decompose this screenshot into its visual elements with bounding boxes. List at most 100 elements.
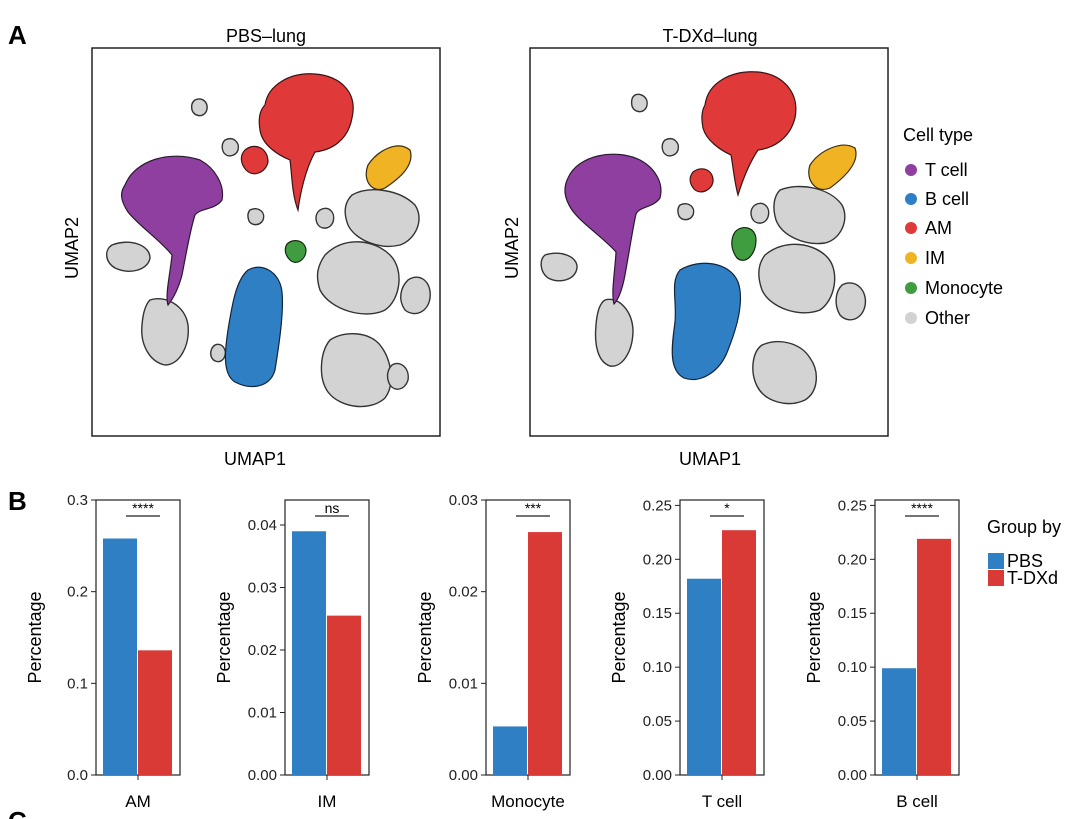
bar-chart-b-cell: 0.00 0.05 0.10 0.15 0.20 0.25 Percentage B cell… bbox=[804, 497, 960, 811]
legend-item-monocyte: Monocyte bbox=[905, 278, 1003, 298]
legend-item-am: AM bbox=[905, 218, 952, 238]
y-tick-label: 0.25 bbox=[838, 497, 867, 514]
y-tick-label: 0.01 bbox=[449, 675, 478, 692]
y-tick-label: 0.05 bbox=[643, 713, 672, 730]
legend-label: T cell bbox=[925, 160, 968, 180]
legend-label: B cell bbox=[925, 189, 969, 209]
y-axis-label: Percentage bbox=[415, 591, 435, 683]
legend-swatch bbox=[905, 222, 917, 234]
cluster-am bbox=[701, 71, 797, 198]
bar-pbs bbox=[687, 578, 721, 775]
y-axis-label: Percentage bbox=[25, 591, 45, 683]
bar-t-dxd bbox=[917, 538, 951, 775]
legend-label: Other bbox=[925, 308, 970, 328]
legend-label: PBS bbox=[1007, 551, 1043, 571]
y-tick-label: 0.00 bbox=[643, 767, 672, 784]
bar-t-dxd bbox=[722, 530, 756, 775]
legend-title: Cell type bbox=[903, 125, 973, 145]
y-tick-label: 0.0 bbox=[67, 767, 88, 784]
y-tick-label: 0.25 bbox=[643, 497, 672, 514]
bar-pbs bbox=[882, 668, 916, 775]
legend-swatch bbox=[905, 193, 917, 205]
panel-label-a: A bbox=[8, 20, 27, 50]
cluster-other bbox=[540, 93, 867, 405]
panel-label-c: C bbox=[8, 806, 27, 819]
y-tick-label: 0.15 bbox=[838, 605, 867, 622]
legend-item-tdxd: T-DXd bbox=[988, 568, 1058, 588]
y-tick-label: 0.00 bbox=[248, 767, 277, 784]
umap-plot-pbs: PBS–lung UMAP1 UMAP2 bbox=[62, 26, 441, 469]
cluster-im bbox=[365, 145, 412, 190]
bar-t-dxd bbox=[138, 650, 172, 775]
legend-label: AM bbox=[925, 218, 952, 238]
y-tick-label: 0.04 bbox=[248, 517, 277, 534]
y-tick-label: 0.05 bbox=[838, 713, 867, 730]
x-axis-label: IM bbox=[318, 792, 337, 811]
y-tick-label: 0.01 bbox=[248, 705, 277, 722]
group-legend: Group by PBS T-DXd bbox=[987, 517, 1061, 588]
legend-swatch bbox=[905, 282, 917, 294]
y-tick-label: 0.3 bbox=[67, 492, 88, 509]
legend-swatch bbox=[905, 312, 917, 324]
umap-y-label: UMAP2 bbox=[62, 217, 82, 279]
y-tick-label: 0.02 bbox=[449, 584, 478, 601]
cluster-t-cell bbox=[121, 155, 224, 307]
significance-label: * bbox=[724, 500, 730, 516]
y-tick-label: 0.2 bbox=[67, 584, 88, 601]
legend-item-other: Other bbox=[905, 308, 970, 328]
cluster-b-cell bbox=[224, 266, 284, 388]
cluster-other bbox=[106, 98, 431, 408]
umap-x-label: UMAP1 bbox=[679, 449, 741, 469]
y-tick-label: 0.03 bbox=[449, 492, 478, 509]
bar-chart-monocyte: 0.00 0.01 0.02 0.03 Percentage Monocyte *** bbox=[415, 492, 571, 811]
legend-swatch bbox=[988, 570, 1004, 586]
legend-item-pbs: PBS bbox=[988, 551, 1043, 571]
y-tick-label: 0.00 bbox=[838, 767, 867, 784]
bar-pbs bbox=[292, 531, 326, 775]
bar-chart-t-cell: 0.00 0.05 0.10 0.15 0.20 0.25 Percentage T cell… bbox=[609, 497, 765, 811]
bar-chart-im: 0.00 0.01 0.02 0.03 0.04 Percentage IM ns bbox=[214, 499, 370, 811]
y-tick-label: 0.20 bbox=[643, 551, 672, 568]
x-axis-label: AM bbox=[125, 792, 151, 811]
y-tick-label: 0.02 bbox=[248, 642, 277, 659]
x-axis-label: B cell bbox=[896, 792, 938, 811]
bar-pbs bbox=[493, 726, 527, 775]
cluster-am-2 bbox=[689, 168, 714, 193]
legend-swatch bbox=[988, 553, 1004, 569]
umap-y-label: UMAP2 bbox=[502, 217, 522, 279]
y-axis-label: Percentage bbox=[804, 591, 824, 683]
cluster-am bbox=[258, 73, 354, 213]
bar-pbs bbox=[103, 538, 137, 775]
cluster-monocyte bbox=[284, 240, 307, 263]
legend-swatch bbox=[905, 252, 917, 264]
significance-label: **** bbox=[911, 500, 933, 516]
bar-t-dxd bbox=[327, 615, 361, 775]
legend-item-im: IM bbox=[905, 248, 945, 268]
y-axis-label: Percentage bbox=[609, 591, 629, 683]
cluster-monocyte bbox=[731, 226, 757, 261]
bar-charts: 0.00.10.20.3PercentageAM****0.000.010.02… bbox=[25, 492, 960, 811]
y-tick-label: 0.00 bbox=[449, 767, 478, 784]
legend-label: IM bbox=[925, 248, 945, 268]
umap-title: PBS–lung bbox=[226, 26, 306, 46]
umap-title: T-DXd–lung bbox=[662, 26, 757, 46]
y-tick-label: 0.10 bbox=[838, 659, 867, 676]
bar-chart-am: 0.0 0.1 0.2 0.3 Percentage AM **** bbox=[25, 492, 181, 811]
legend-item-t-cell: T cell bbox=[905, 160, 968, 180]
y-tick-label: 0.03 bbox=[248, 580, 277, 597]
legend-swatch bbox=[905, 164, 917, 176]
significance-label: *** bbox=[525, 500, 542, 516]
y-tick-label: 0.10 bbox=[643, 659, 672, 676]
legend-label: Monocyte bbox=[925, 278, 1003, 298]
significance-label: **** bbox=[132, 500, 154, 516]
y-tick-label: 0.1 bbox=[67, 675, 88, 692]
legend-label: T-DXd bbox=[1007, 568, 1058, 588]
umap-x-label: UMAP1 bbox=[224, 449, 286, 469]
panel-label-b: B bbox=[8, 486, 27, 516]
cluster-t-cell bbox=[564, 153, 662, 306]
cluster-im bbox=[808, 144, 857, 190]
legend-item-b-cell: B cell bbox=[905, 189, 969, 209]
significance-label: ns bbox=[325, 500, 340, 516]
x-axis-label: Monocyte bbox=[491, 792, 565, 811]
y-tick-label: 0.20 bbox=[838, 551, 867, 568]
